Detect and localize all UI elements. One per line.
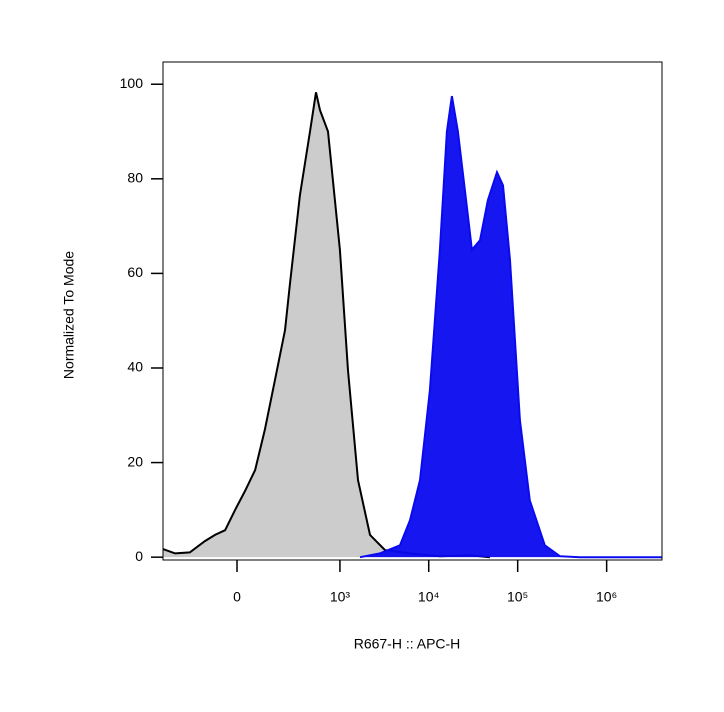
x-tick-label: 0 (233, 589, 241, 605)
plot-frame (162, 61, 663, 561)
x-tick-label: 10⁴ (418, 589, 440, 605)
x-tick-label: 10³ (330, 589, 351, 605)
x-tick-label: 10⁶ (596, 589, 617, 605)
histogram-outline (162, 92, 490, 559)
x-axis-title: R667-H :: APC-H (354, 636, 461, 652)
x-tick-label: 10⁵ (507, 589, 528, 605)
y-tick-label: 60 (127, 264, 143, 280)
y-tick-label: 100 (120, 75, 144, 91)
y-tick-label: 80 (127, 170, 143, 186)
histogram-outline (359, 95, 662, 559)
y-axis-title: Normalized To Mode (61, 251, 77, 379)
histogram-area (163, 92, 490, 558)
histogram-area (360, 96, 662, 558)
y-tick-label: 20 (127, 453, 143, 469)
y-tick-label: 40 (127, 359, 143, 375)
plot-area (162, 92, 662, 559)
y-tick-label: 0 (135, 548, 143, 564)
